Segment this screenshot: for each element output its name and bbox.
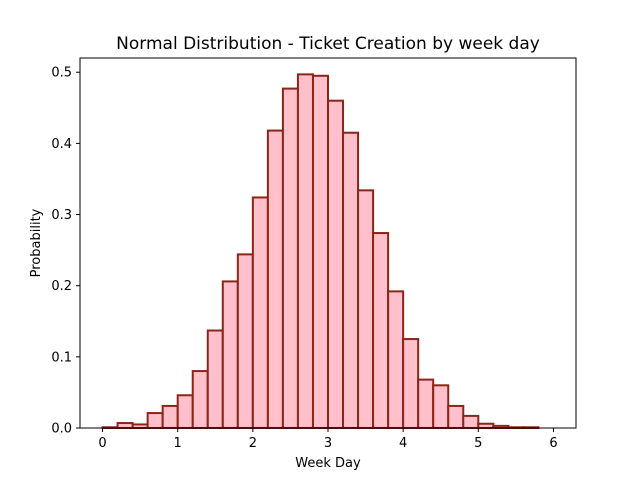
- histogram-bar-21: [417, 378, 435, 430]
- histogram-bar-20: [402, 338, 420, 429]
- histogram-bar-19: [387, 290, 405, 429]
- histogram-bar-18: [372, 232, 390, 429]
- x-tick-label-6: 6: [549, 436, 557, 451]
- histogram-bar-16: [342, 131, 360, 429]
- histogram-bar-24: [462, 414, 480, 429]
- y-tick-label-5: 0.5: [51, 66, 72, 81]
- histogram-bar-12: [281, 87, 299, 429]
- histogram-bar-11: [266, 129, 284, 429]
- histogram-bar-4: [161, 404, 179, 430]
- y-tick-label-3: 0.3: [51, 208, 72, 223]
- x-axis-ticks: 0 1 2 3 4 5 6: [98, 428, 558, 451]
- y-axis-ticks: 0.0 0.1 0.2 0.3 0.4 0.5: [51, 66, 80, 437]
- histogram-bar-9: [236, 253, 254, 429]
- x-axis-label: Week Day: [295, 456, 361, 471]
- histogram-bar-5: [176, 394, 194, 429]
- histogram-bar-22: [432, 384, 450, 429]
- y-tick-label-4: 0.4: [51, 137, 72, 152]
- y-tick-label-2: 0.2: [51, 279, 72, 294]
- histogram-bar-7: [206, 329, 224, 429]
- x-tick-label-5: 5: [474, 436, 482, 451]
- y-tick-label-1: 0.1: [51, 350, 72, 365]
- histogram-bar-17: [357, 189, 375, 429]
- x-tick-label-0: 0: [98, 436, 106, 451]
- y-tick-label-0: 0.0: [51, 422, 72, 437]
- x-tick-label-1: 1: [174, 436, 182, 451]
- histogram-bar-2: [131, 423, 149, 430]
- histogram-bar-14: [311, 74, 329, 430]
- chart-title: Normal Distribution - Ticket Creation by…: [116, 34, 540, 54]
- histogram-bar-25: [477, 422, 495, 430]
- histogram-bar-6: [191, 370, 209, 430]
- x-tick-label-3: 3: [324, 436, 332, 451]
- y-axis-label: Probability: [29, 208, 44, 277]
- bars-layer: [101, 73, 540, 430]
- histogram-bar-1: [116, 422, 134, 429]
- histogram-bar-3: [146, 412, 164, 429]
- x-tick-label-4: 4: [399, 436, 407, 451]
- histogram-bar-10: [251, 196, 269, 429]
- histogram-bar-13: [296, 73, 314, 429]
- histogram-bar-15: [327, 99, 345, 429]
- x-tick-label-2: 2: [249, 436, 257, 451]
- histogram-bar-8: [221, 280, 239, 429]
- histogram-bar-23: [447, 404, 465, 430]
